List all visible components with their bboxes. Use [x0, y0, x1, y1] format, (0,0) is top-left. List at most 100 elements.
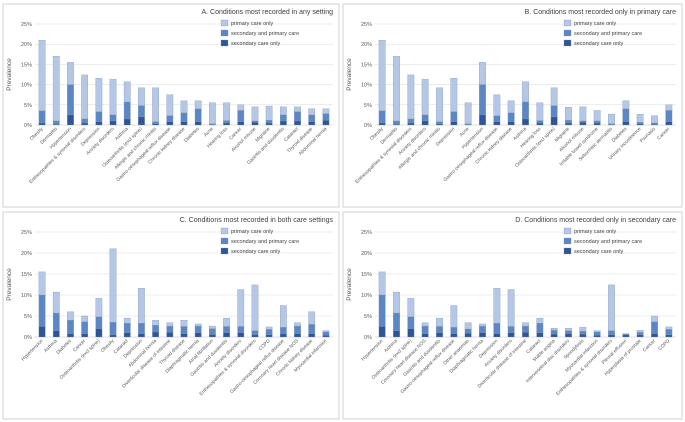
bar-segment	[407, 298, 415, 317]
bar-segment	[279, 114, 287, 122]
x-tick-label: Cancer	[656, 126, 671, 141]
bar-segment	[665, 110, 673, 122]
legend-label: secondary care only	[574, 249, 623, 255]
bar-segment	[95, 328, 103, 338]
bar-segment	[251, 284, 259, 331]
x-tick-label: Diabetes	[55, 338, 73, 356]
bar-segment	[593, 122, 601, 126]
bar-segment	[436, 87, 443, 122]
bar-segment	[237, 121, 245, 126]
bar-segment	[393, 312, 400, 331]
bar-segment	[152, 331, 159, 338]
bar-segment	[152, 325, 159, 333]
bar-segment	[493, 115, 501, 122]
bar-segment	[294, 333, 301, 338]
bar-segment	[279, 305, 287, 328]
bar-segment	[251, 106, 259, 122]
bar-segment	[579, 333, 587, 338]
bar-segment	[138, 288, 145, 324]
bar-segment	[565, 328, 572, 331]
bar-segment	[522, 332, 529, 338]
bar-segment	[622, 334, 630, 338]
y-tick-label: 0%	[24, 335, 32, 341]
bar-segment	[279, 120, 287, 126]
bar-segment	[608, 334, 615, 338]
bar-segment	[237, 110, 245, 122]
bar-segment	[67, 333, 74, 338]
x-tick-label: Cancer	[642, 338, 657, 353]
bar-segment	[407, 316, 415, 329]
bar-segment	[407, 74, 415, 120]
legend-label: secondary and primary care	[231, 239, 299, 245]
bar-segment	[194, 323, 202, 327]
bar-segment	[507, 332, 515, 338]
bar-segment	[450, 77, 458, 112]
bar-segment	[378, 326, 386, 338]
bar-segment	[251, 334, 259, 338]
bar-segment	[138, 105, 145, 118]
legend-swatch	[563, 39, 572, 47]
bar-segment	[109, 120, 117, 126]
x-tick-label: Hypertension	[20, 338, 44, 362]
legend-label: primary care only	[231, 21, 273, 27]
bar-segment	[322, 108, 330, 114]
bar-segment	[479, 325, 486, 333]
bar-segment	[393, 330, 400, 338]
bar-segment	[52, 56, 60, 122]
bar-segment	[294, 120, 301, 126]
bar-segment	[493, 121, 501, 126]
legend-swatch	[220, 247, 229, 255]
x-tick-label: Diabetes	[183, 126, 201, 144]
y-tick-label: 20%	[21, 251, 32, 257]
bar-segment	[138, 87, 145, 106]
bar-segment	[507, 121, 515, 126]
y-tick-label: 15%	[21, 272, 32, 278]
bar-segment	[38, 40, 46, 112]
bar-segment	[593, 110, 601, 122]
bar-segment	[579, 327, 587, 332]
bar-segment	[95, 121, 103, 126]
bar-segment	[81, 74, 89, 120]
bar-segment	[565, 333, 572, 338]
bar-segment	[493, 94, 501, 116]
chart-panel-c: C. Conditions most recorded in both care…	[2, 211, 340, 420]
legend-swatch	[563, 19, 572, 27]
bar-segment	[81, 118, 89, 124]
legend-swatch	[220, 29, 229, 37]
x-tick-label: Psoriasis	[639, 126, 657, 144]
bar-segment	[636, 113, 644, 123]
bar-segment	[38, 326, 46, 338]
bar-segment	[322, 330, 330, 333]
bar-segment	[479, 332, 486, 338]
y-axis-label: Prevalence	[6, 58, 13, 91]
bar-segment	[209, 102, 216, 124]
bar-segment	[152, 87, 159, 122]
bar-segment	[436, 332, 443, 338]
legend-swatch	[563, 247, 572, 255]
y-tick-label: 15%	[361, 62, 372, 68]
legend-label: secondary care only	[231, 249, 280, 255]
bar-segment	[95, 111, 103, 122]
bar-segment	[109, 334, 117, 338]
panel-border	[2, 211, 340, 420]
bar-segment	[407, 122, 415, 126]
bar-segment	[166, 322, 174, 327]
y-tick-label: 10%	[21, 293, 32, 299]
bar-segment	[450, 305, 458, 328]
bar-segment	[378, 122, 386, 126]
bar-segment	[665, 326, 673, 330]
bar-segment	[209, 325, 216, 329]
x-tick-label: Acne	[459, 126, 471, 138]
y-tick-label: 10%	[361, 83, 372, 89]
bar-segment	[95, 77, 103, 112]
bar-segment	[38, 110, 46, 124]
y-tick-label: 0%	[364, 335, 372, 341]
y-axis-label: Prevalence	[346, 268, 353, 301]
bar-segment	[81, 333, 89, 338]
bar-segment	[123, 332, 131, 338]
bar-segment	[166, 332, 174, 338]
bar-segment	[579, 120, 587, 123]
bar-segment	[109, 79, 117, 116]
bar-segment	[393, 120, 400, 125]
bar-segment	[194, 332, 202, 338]
